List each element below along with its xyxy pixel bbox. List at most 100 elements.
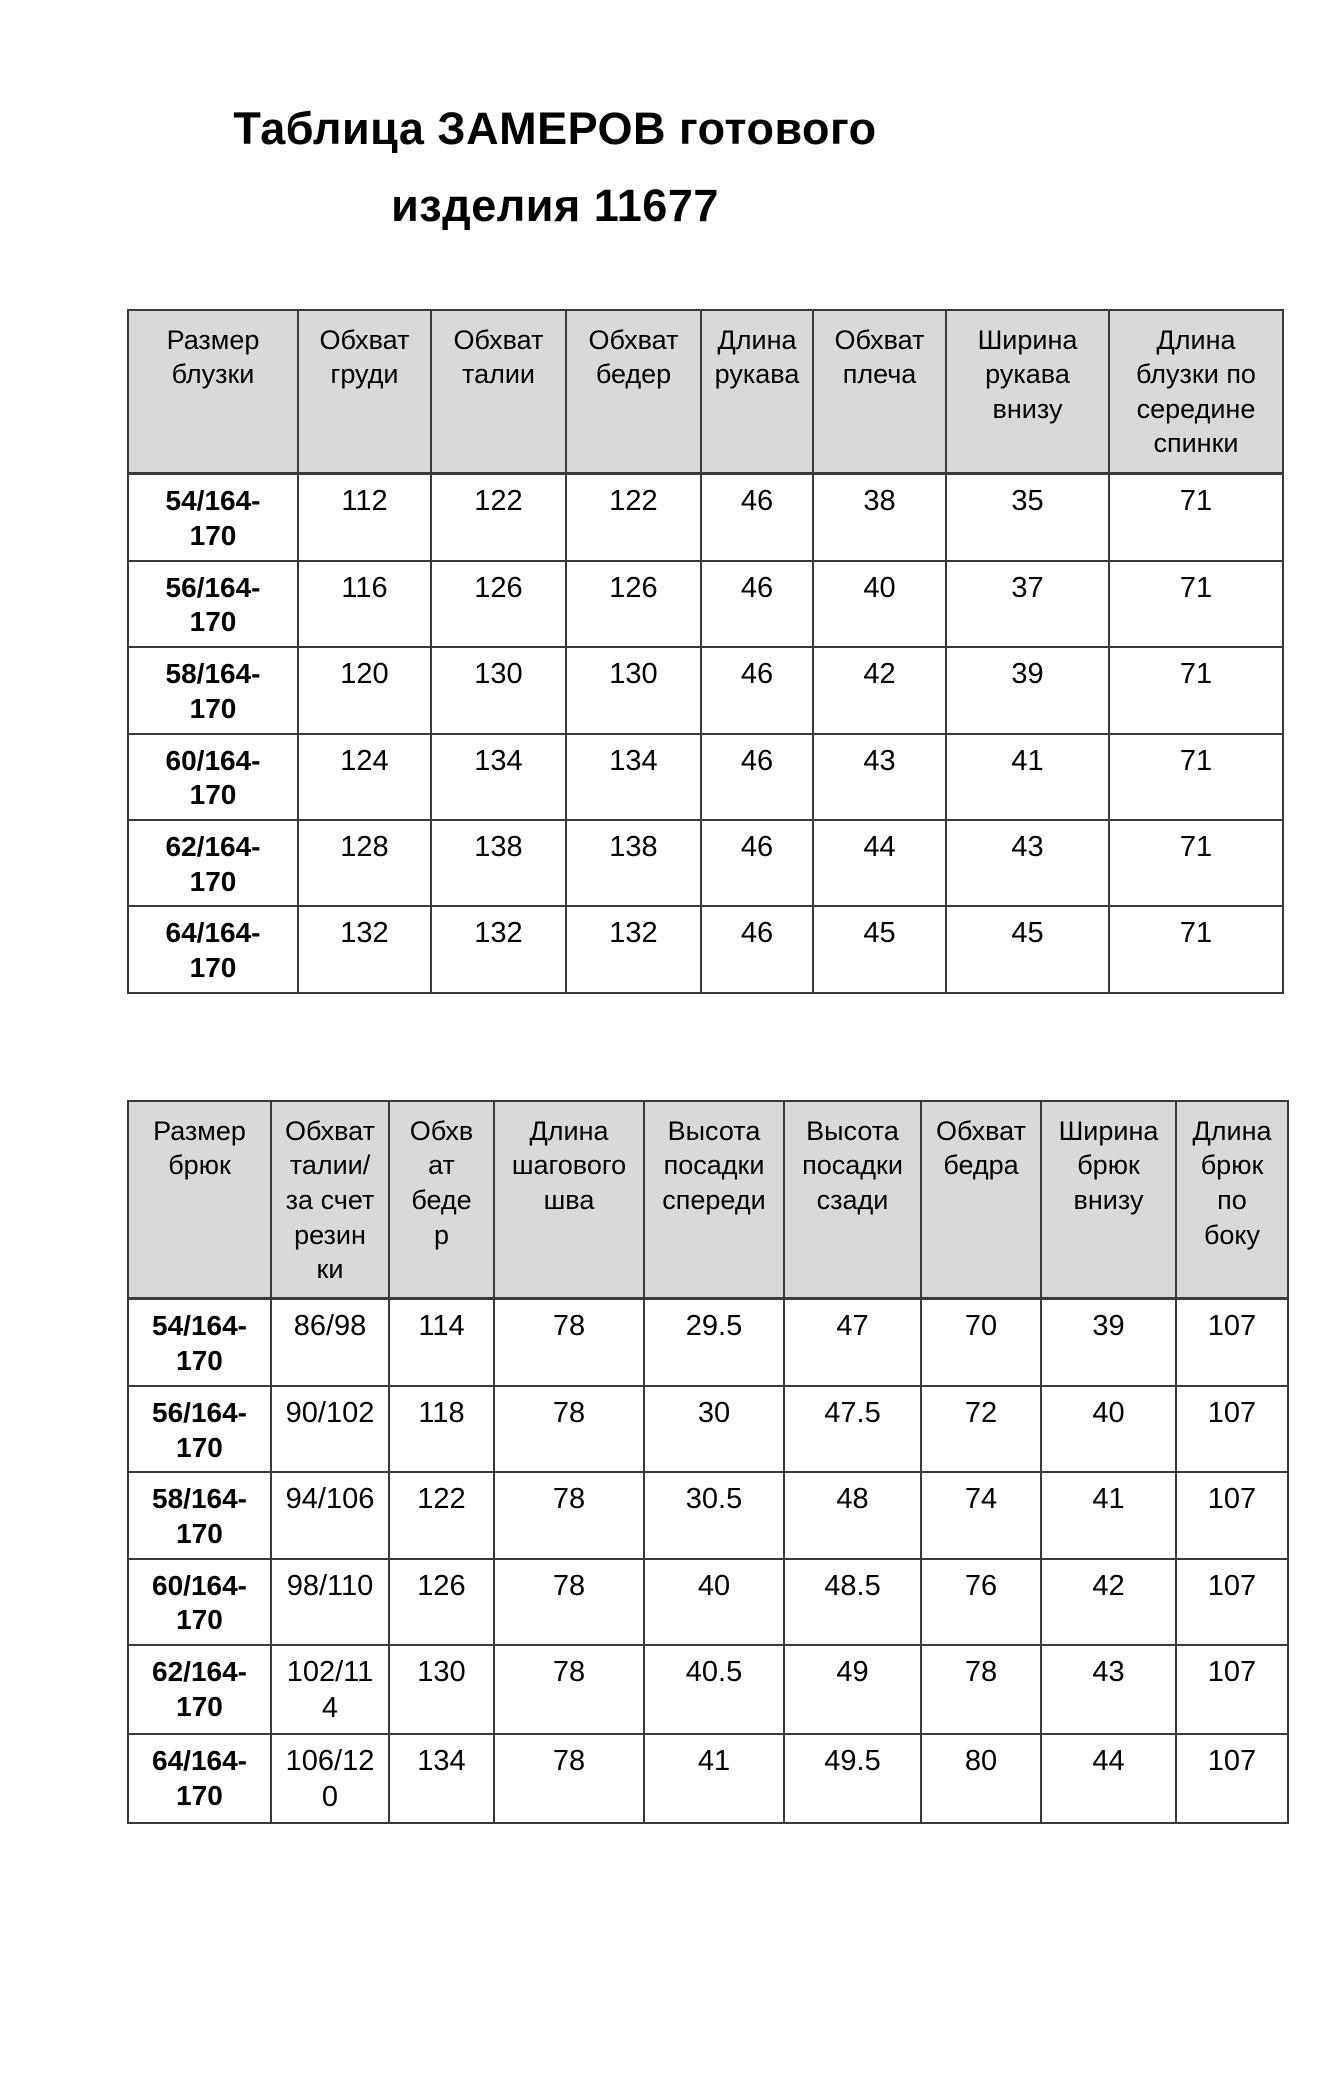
- value-cell: 138: [565, 819, 702, 908]
- value-cell: 134: [388, 1733, 495, 1824]
- header-cell: Длина блузки по середине спинки: [1108, 308, 1284, 476]
- value-cell: 46: [700, 905, 814, 994]
- value-cell: 138: [430, 819, 567, 908]
- value-cell: 98/110: [270, 1557, 390, 1647]
- value-cell: 114: [388, 1297, 495, 1387]
- value-cell: 46: [700, 732, 814, 822]
- value-cell: 107: [1175, 1297, 1289, 1387]
- value-cell: 132: [297, 905, 432, 994]
- header-cell: Размер брюк: [127, 1099, 272, 1301]
- value-cell: 43: [945, 819, 1110, 908]
- value-cell: 134: [565, 732, 702, 822]
- header-cell: Обхват талии/ за счет резин ки: [270, 1099, 390, 1301]
- value-cell: 45: [945, 905, 1110, 994]
- value-cell: 48: [783, 1471, 922, 1560]
- value-cell: 72: [920, 1384, 1042, 1474]
- value-cell: 74: [920, 1471, 1042, 1560]
- value-cell: 48.5: [783, 1557, 922, 1647]
- value-cell: 80: [920, 1733, 1042, 1824]
- header-cell: Обхват груди: [297, 308, 432, 476]
- value-cell: 49.5: [783, 1733, 922, 1824]
- value-cell: 71: [1108, 559, 1284, 649]
- table-row: 64/164- 170 132 132 132 46 45 45 71: [127, 905, 1284, 994]
- value-cell: 42: [812, 646, 947, 735]
- table-row: 60/164- 170 124 134 134 46 43 41 71: [127, 732, 1284, 822]
- header-row: Размер блузки Обхват груди Обхват талии Обх…: [127, 308, 1284, 476]
- value-cell: 45: [812, 905, 947, 994]
- value-cell: 71: [1108, 472, 1284, 562]
- value-cell: 130: [430, 646, 567, 735]
- value-cell: 130: [388, 1644, 495, 1736]
- value-cell: 78: [493, 1297, 645, 1387]
- value-cell: 40: [812, 559, 947, 649]
- table-row: 64/164- 170 106/12 0 134 78 41 49.5 80 44 107: [127, 1733, 1289, 1824]
- table-row: 58/164- 170 120 130 130 46 42 39 71: [127, 646, 1284, 735]
- value-cell: 41: [945, 732, 1110, 822]
- table-row: 56/164- 170 116 126 126 46 40 37 71: [127, 559, 1284, 649]
- value-cell: 71: [1108, 732, 1284, 822]
- table-row: 58/164- 170 94/106 122 78 30.5 48 74 41 107: [127, 1471, 1289, 1560]
- header-cell: Высота посадки спереди: [643, 1099, 785, 1301]
- size-cell: 64/164- 170: [127, 1733, 272, 1824]
- size-cell: 54/164- 170: [127, 1297, 272, 1387]
- value-cell: 120: [297, 646, 432, 735]
- table-row: 56/164- 170 90/102 118 78 30 47.5 72 40 107: [127, 1384, 1289, 1474]
- value-cell: 134: [430, 732, 567, 822]
- value-cell: 37: [945, 559, 1110, 649]
- value-cell: 46: [700, 646, 814, 735]
- header-cell: Обхват бедра: [920, 1099, 1042, 1301]
- value-cell: 43: [812, 732, 947, 822]
- value-cell: 39: [945, 646, 1110, 735]
- size-cell: 64/164- 170: [127, 905, 299, 994]
- value-cell: 126: [565, 559, 702, 649]
- table-row: 62/164- 170 128 138 138 46 44 43 71: [127, 819, 1284, 908]
- header-cell: Обхв ат беде р: [388, 1099, 495, 1301]
- header-row: Размер брюк Обхват талии/ за счет резин к…: [127, 1099, 1289, 1301]
- value-cell: 78: [493, 1557, 645, 1647]
- document-page: { "page": { "title_line1": "Таблица ЗАМЕ…: [0, 90, 1333, 2090]
- value-cell: 30.5: [643, 1471, 785, 1560]
- value-cell: 40: [643, 1557, 785, 1647]
- value-cell: 71: [1108, 819, 1284, 908]
- blouse-measurements-table: Размер блузки Обхват груди Обхват талии Обх…: [127, 308, 1284, 994]
- value-cell: 122: [388, 1471, 495, 1560]
- value-cell: 47: [783, 1297, 922, 1387]
- value-cell: 78: [493, 1644, 645, 1736]
- value-cell: 39: [1040, 1297, 1177, 1387]
- value-cell: 132: [565, 905, 702, 994]
- value-cell: 43: [1040, 1644, 1177, 1736]
- value-cell: 40: [1040, 1384, 1177, 1474]
- value-cell: 76: [920, 1557, 1042, 1647]
- table-row: 60/164- 170 98/110 126 78 40 48.5 76 42 107: [127, 1557, 1289, 1647]
- value-cell: 107: [1175, 1644, 1289, 1736]
- value-cell: 29.5: [643, 1297, 785, 1387]
- header-cell: Обхват бедер: [565, 308, 702, 476]
- size-cell: 60/164- 170: [127, 732, 299, 822]
- value-cell: 107: [1175, 1733, 1289, 1824]
- title-line-1: Таблица ЗАМЕРОВ готового: [233, 103, 877, 154]
- header-cell: Длина шагового шва: [493, 1099, 645, 1301]
- value-cell: 107: [1175, 1471, 1289, 1560]
- value-cell: 78: [493, 1471, 645, 1560]
- size-cell: 60/164- 170: [127, 1557, 272, 1647]
- value-cell: 107: [1175, 1557, 1289, 1647]
- value-cell: 126: [388, 1557, 495, 1647]
- header-cell: Высота посадки сзади: [783, 1099, 922, 1301]
- value-cell: 90/102: [270, 1384, 390, 1474]
- title-line-2: изделия 11677: [391, 180, 719, 232]
- value-cell: 130: [565, 646, 702, 735]
- size-cell: 62/164- 170: [127, 1644, 272, 1736]
- value-cell: 44: [1040, 1733, 1177, 1824]
- document-title: Таблица ЗАМЕРОВ готового изделия 11677: [100, 90, 1010, 245]
- value-cell: 78: [493, 1733, 645, 1824]
- size-cell: 56/164- 170: [127, 559, 299, 649]
- value-cell: 44: [812, 819, 947, 908]
- value-cell: 102/11 4: [270, 1644, 390, 1736]
- trousers-measurements-table: Размер брюк Обхват талии/ за счет резин к…: [127, 1099, 1289, 1824]
- value-cell: 106/12 0: [270, 1733, 390, 1824]
- value-cell: 128: [297, 819, 432, 908]
- size-cell: 54/164- 170: [127, 472, 299, 562]
- value-cell: 38: [812, 472, 947, 562]
- value-cell: 118: [388, 1384, 495, 1474]
- size-cell: 62/164- 170: [127, 819, 299, 908]
